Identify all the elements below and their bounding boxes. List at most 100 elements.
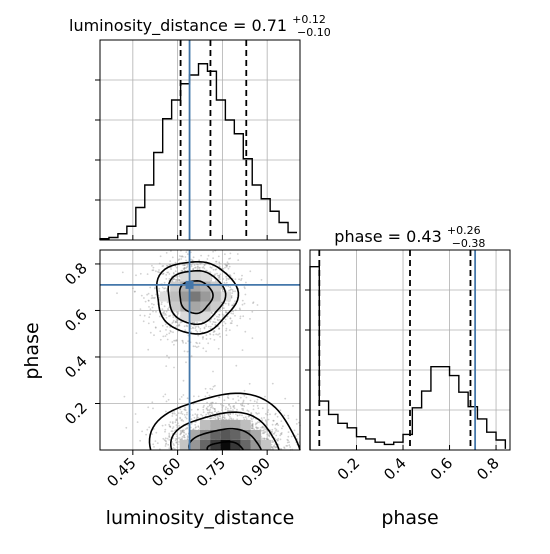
joint-density-cell-lower [260,439,272,450]
joint-sample-point [208,411,211,414]
joint-ylabel: phase [21,322,43,379]
joint-sample-point [217,255,220,258]
joint-sample-point [186,413,188,416]
joint-sample-point [162,272,165,275]
joint-sample-point [204,269,207,272]
joint-sample-point [190,331,193,333]
joint-sample-point [249,318,251,320]
joint-sample-point [232,412,235,415]
joint-sample-point [171,322,174,324]
joint-sample-point [228,418,231,420]
ph-hist-title: phase = 0.43 +0.26 −0.38 [334,219,485,250]
joint-sample-point [248,382,251,385]
joint-sample-point [163,287,166,290]
joint-sample-point [207,325,210,328]
joint-density-cell-lower [220,429,231,440]
joint-sample-point [186,265,189,267]
joint-sample-point [142,320,145,323]
joint-sample-point [179,432,182,435]
joint-sample-point [223,314,225,317]
joint-sample-point [237,259,240,261]
joint-sample-point [227,413,230,416]
joint-sample-point [257,407,260,410]
joint-sample-point [223,414,226,417]
joint-sample-point [217,417,220,420]
joint-sample-point [191,414,194,416]
joint-sample-point [209,402,212,405]
joint-sample-point [203,327,206,330]
joint-sample-point [207,409,209,411]
joint-sample-point [228,404,230,406]
joint-sample-point [152,310,154,313]
joint-sample-point [237,395,240,398]
joint-sample-point [202,406,205,409]
joint-sample-point [168,357,170,359]
joint-sample-point [263,429,265,431]
joint-sample-point [243,286,246,288]
joint-sample-point [194,266,197,269]
joint-sample-point [193,264,196,266]
joint-sample-point [164,428,167,431]
joint-sample-point [190,408,193,411]
joint-sample-point [185,433,187,435]
joint-sample-point [269,413,271,416]
joint-sample-point [179,255,181,257]
joint-sample-point [175,418,178,420]
joint-sample-point [217,276,220,279]
joint-sample-point [247,415,250,418]
joint-sample-point [231,288,234,291]
joint-sample-point [276,415,279,418]
joint-sample-point [228,329,231,331]
joint-sample-point [258,421,261,424]
ph-hist-histogram-steps [309,265,507,450]
joint-sample-point [229,317,232,319]
joint-sample-point [208,394,211,397]
joint-sample-point [181,429,184,432]
joint-sample-point [212,321,215,323]
joint-sample-point [218,327,221,330]
joint-sample-point [244,416,247,419]
joint-sample-point [272,446,274,449]
joint-sample-point [197,408,199,411]
joint-sample-point [175,278,177,281]
joint-sample-point [275,434,278,437]
joint-sample-point [206,391,209,394]
joint-sample-point [180,258,183,260]
joint-sample-point [182,255,184,258]
joint-sample-point [251,424,254,426]
joint-sample-point [186,325,189,328]
joint-sample-point [212,331,215,334]
joint-density-cell-upper [190,301,201,312]
joint-sample-point [185,342,187,344]
joint-sample-point [177,437,179,439]
joint-sample-point [196,342,199,345]
joint-sample-point [202,266,205,268]
joint-sample-point [177,312,180,314]
joint-sample-point [164,439,167,442]
joint-sample-point [210,267,213,269]
joint-sample-point [148,426,151,429]
joint-sample-point [182,394,185,396]
joint-sample-point [275,438,278,441]
joint-sample-point [205,325,208,327]
joint-sample-point [212,401,214,404]
joint-sample-point [254,423,257,426]
joint-sample-point [167,309,170,311]
joint-sample-point [168,278,171,280]
joint-sample-point [193,324,196,327]
joint-sample-point [186,438,189,441]
joint-sample-point [171,341,174,343]
joint-sample-point [225,334,228,336]
joint-sample-point [215,333,218,336]
joint-sample-point [230,322,233,325]
joint-sample-point [227,285,230,288]
joint-sample-point [226,396,229,399]
joint-sample-point [214,321,217,324]
joint-sample-point [228,258,230,260]
joint-sample-point [175,320,177,323]
joint-sample-point [186,426,189,429]
ph-hist-xtick-label-1: 0.4 [380,454,410,484]
joint-sample-point [164,335,167,337]
joint-sample-point [195,325,197,328]
joint-sample-point [215,411,218,414]
